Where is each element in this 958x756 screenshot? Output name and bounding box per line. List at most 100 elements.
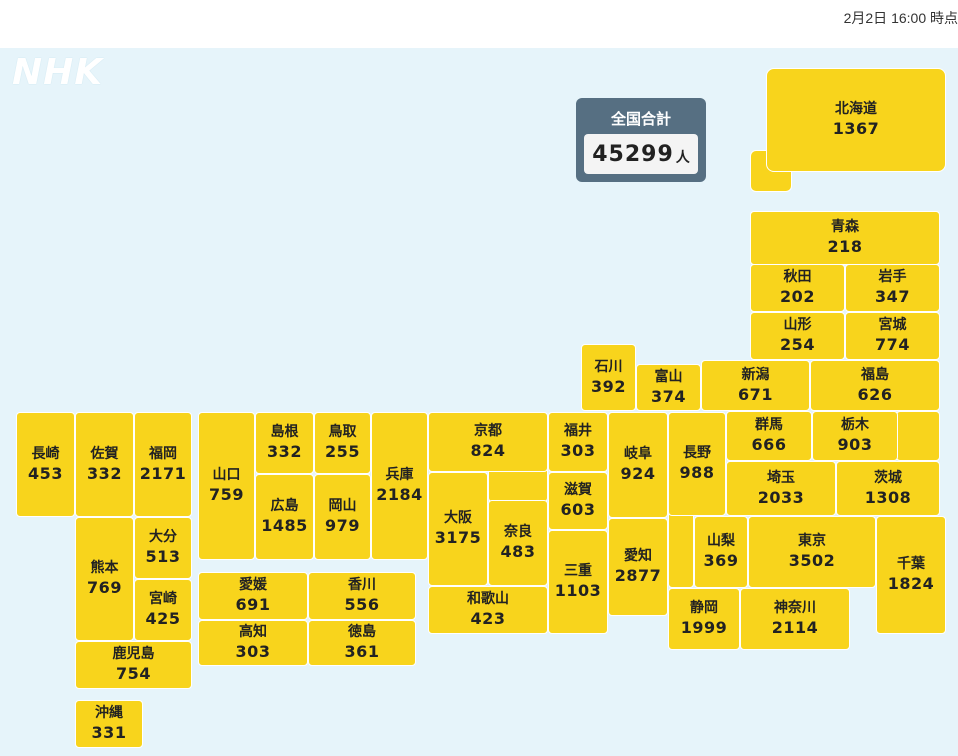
- pref-count: 374: [651, 386, 686, 406]
- pref-count: 218: [827, 237, 863, 256]
- pref-name: 山形: [783, 317, 812, 333]
- pref-name: 沖縄: [95, 705, 123, 721]
- pref-count: 513: [145, 547, 181, 566]
- pref-kanagawa[interactable]: 神奈川 2114: [740, 588, 850, 650]
- pref-gunma[interactable]: 群馬 666: [726, 411, 812, 461]
- pref-count: 303: [235, 642, 271, 661]
- pref-miyazaki[interactable]: 宮崎 425: [134, 579, 192, 641]
- pref-name: 島根: [270, 424, 299, 440]
- pref-name: 岩手: [878, 269, 907, 285]
- pref-kochi[interactable]: 高知 303: [198, 620, 308, 666]
- pref-name: 福島: [861, 366, 889, 383]
- pref-ibaraki[interactable]: 茨城 1308: [836, 461, 940, 516]
- pref-shimane[interactable]: 島根 332: [255, 412, 314, 474]
- pref-okinawa[interactable]: 沖縄 331: [75, 700, 143, 748]
- pref-count: 425: [145, 609, 181, 628]
- pref-miyagi[interactable]: 宮城 774: [845, 312, 940, 360]
- pref-akita[interactable]: 秋田 202: [750, 264, 845, 312]
- pref-tochigi[interactable]: 栃木 903: [812, 411, 898, 461]
- pref-chiba[interactable]: 千葉 1824: [876, 516, 946, 634]
- pref-count: 903: [837, 435, 873, 454]
- pref-shiga[interactable]: 滋賀 603: [548, 472, 608, 530]
- pref-aichi[interactable]: 愛知 2877: [608, 518, 668, 616]
- pref-tottori[interactable]: 鳥取 255: [314, 412, 371, 474]
- pref-name: 長野: [683, 445, 711, 461]
- pref-name: 静岡: [690, 600, 718, 616]
- pref-aomori[interactable]: 青森 218: [750, 211, 940, 265]
- pref-hiroshima[interactable]: 広島 1485: [255, 474, 314, 560]
- pref-count: 2171: [139, 463, 187, 483]
- pref-kyoto[interactable]: 京都 824: [428, 412, 548, 472]
- pref-tokushima[interactable]: 徳島 361: [308, 620, 416, 666]
- pref-name: 群馬: [755, 417, 783, 433]
- pref-iwate[interactable]: 岩手 347: [845, 264, 940, 312]
- pref-fukui[interactable]: 福井 303: [548, 412, 608, 472]
- pref-yamaguchi[interactable]: 山口 759: [198, 412, 255, 560]
- pref-count: 671: [738, 384, 773, 404]
- pref-count: 759: [209, 485, 244, 504]
- pref-name: 滋賀: [564, 482, 592, 498]
- pref-name: 大分: [149, 529, 177, 545]
- pref-gifu[interactable]: 岐阜 924: [608, 412, 668, 518]
- pref-ehime[interactable]: 愛媛 691: [198, 572, 308, 620]
- pref-name: 宮崎: [149, 591, 177, 607]
- pref-toyama[interactable]: 富山 374: [636, 364, 701, 411]
- pref-hokkaido[interactable]: 北海道 1367: [766, 68, 946, 172]
- pref-name: 栃木: [841, 417, 869, 433]
- pref-shizuoka[interactable]: 静岡 1999: [668, 588, 740, 650]
- pref-kumamoto[interactable]: 熊本 769: [75, 517, 134, 641]
- pref-nagasaki[interactable]: 長崎 453: [16, 412, 75, 517]
- pref-count: 2877: [614, 566, 662, 585]
- pref-nagano[interactable]: 長野 988: [668, 412, 726, 516]
- pref-fukushima[interactable]: 福島 626: [810, 360, 940, 411]
- pref-yamagata[interactable]: 山形 254: [750, 312, 845, 360]
- national-total-panel: 全国合計 45299 人: [576, 98, 706, 182]
- pref-count: 1367: [832, 119, 880, 138]
- pref-tokyo[interactable]: 東京 3502: [748, 516, 876, 588]
- pref-saga[interactable]: 佐賀 332: [75, 412, 134, 517]
- pref-count: 1999: [680, 618, 728, 637]
- pref-name: 熊本: [90, 560, 119, 576]
- pref-count: 347: [875, 287, 910, 306]
- pref-kagoshima[interactable]: 鹿児島 754: [75, 641, 192, 689]
- pref-niigata[interactable]: 新潟 671: [701, 360, 810, 411]
- pref-count: 483: [500, 542, 536, 561]
- pref-hyogo[interactable]: 兵庫 2184: [371, 412, 428, 560]
- pref-name: 広島: [270, 498, 299, 514]
- pref-count: 556: [344, 595, 380, 614]
- pref-ishikawa[interactable]: 石川 392: [581, 344, 636, 411]
- pref-okayama[interactable]: 岡山 979: [314, 474, 371, 560]
- pref-saitama[interactable]: 埼玉 2033: [726, 461, 836, 516]
- pref-fukuoka[interactable]: 福岡 2171: [134, 412, 192, 517]
- pref-count: 303: [560, 441, 596, 460]
- pref-name: 鳥取: [328, 424, 357, 440]
- pref-count: 254: [780, 335, 815, 354]
- pref-count: 255: [325, 442, 360, 461]
- pref-count: 769: [87, 578, 122, 597]
- pref-name: 北海道: [835, 101, 877, 117]
- pref-count: 626: [857, 384, 893, 404]
- pref-yamanashi[interactable]: 山梨 369: [694, 516, 748, 588]
- pref-kagawa[interactable]: 香川 556: [308, 572, 416, 620]
- pref-name: 愛媛: [239, 577, 267, 593]
- pref-name: 茨城: [874, 469, 902, 486]
- pref-count: 666: [751, 435, 787, 454]
- pref-count: 603: [560, 500, 596, 519]
- pref-tochigi-ext[interactable]: [896, 411, 940, 461]
- pref-name: 兵庫: [385, 467, 414, 483]
- pref-name: 埼玉: [767, 469, 795, 486]
- pref-name: 三重: [564, 563, 592, 579]
- pref-wakayama[interactable]: 和歌山 423: [428, 586, 548, 634]
- pref-mie[interactable]: 三重 1103: [548, 530, 608, 634]
- pref-count: 824: [470, 441, 506, 460]
- pref-count: 2114: [771, 618, 819, 637]
- pref-count: 979: [325, 516, 360, 535]
- pref-name: 東京: [798, 533, 826, 549]
- pref-name: 新潟: [741, 366, 770, 383]
- pref-name: 石川: [594, 358, 623, 375]
- pref-oita[interactable]: 大分 513: [134, 517, 192, 579]
- pref-nara[interactable]: 奈良 483: [488, 500, 548, 586]
- pref-count: 332: [267, 442, 302, 461]
- pref-count: 423: [470, 609, 506, 628]
- pref-osaka[interactable]: 大阪 3175: [428, 472, 488, 586]
